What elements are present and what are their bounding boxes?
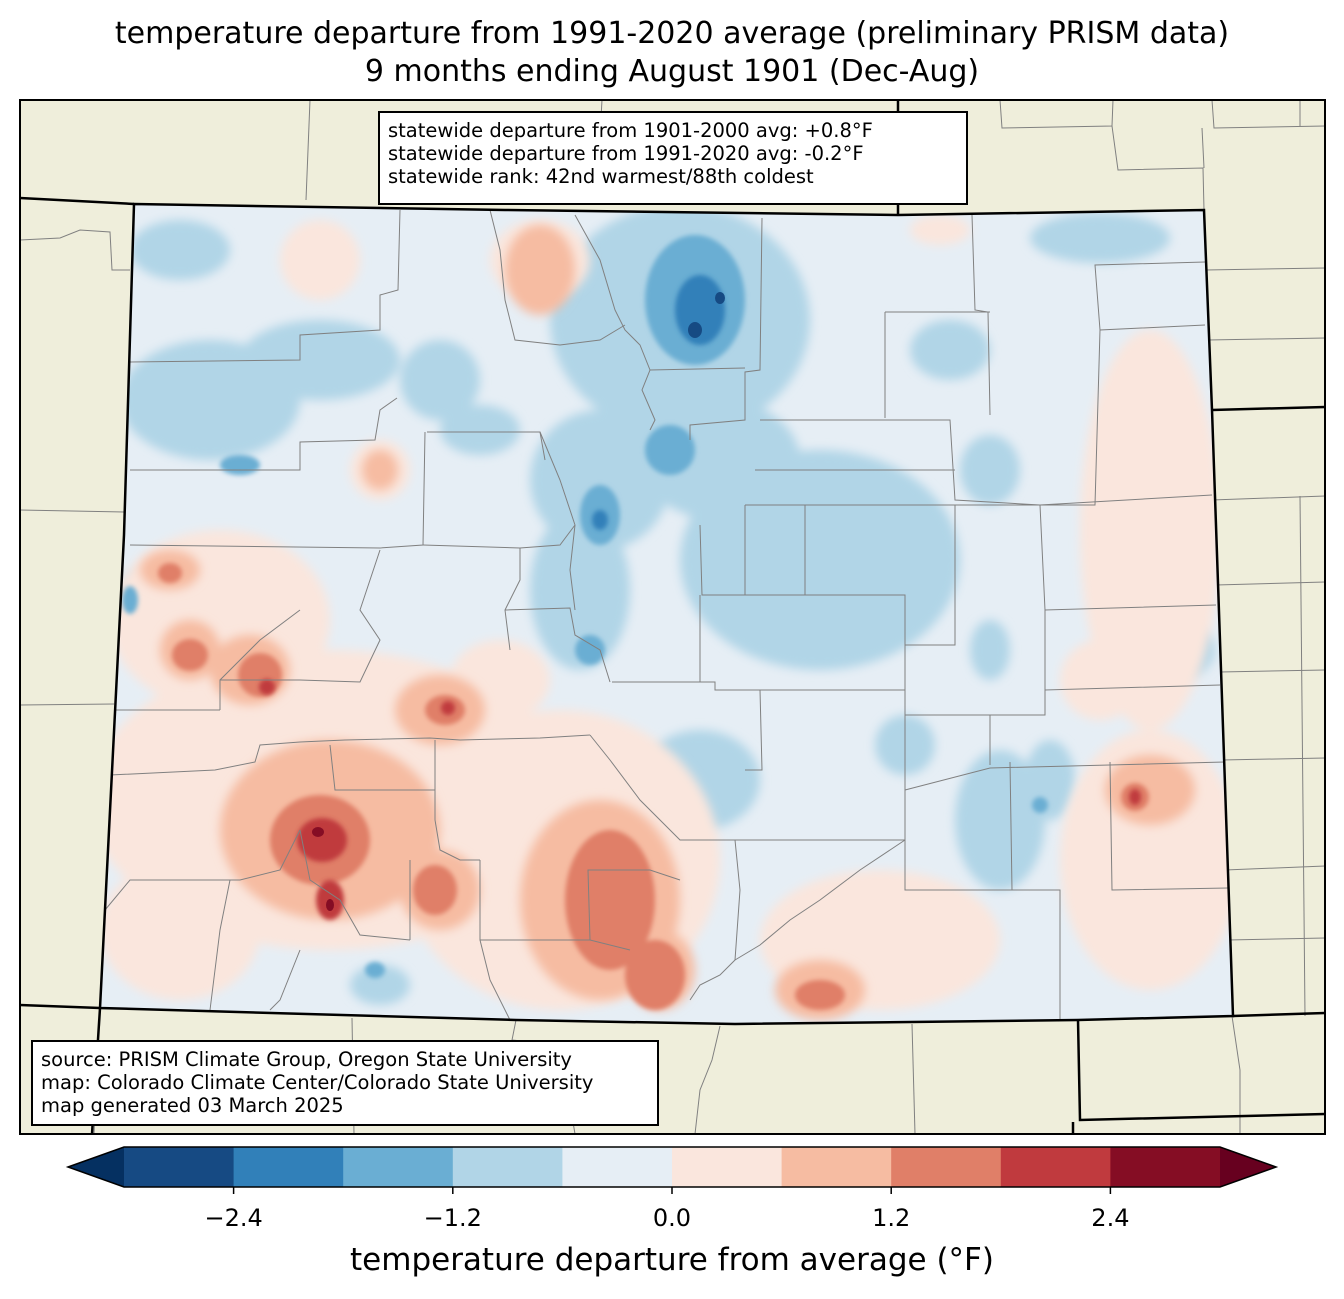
map-title-line-1: temperature departure from 1991-2020 ave… [114,16,1230,51]
colorbar-tick-label: 2.4 [1091,1204,1130,1232]
stats-departure-1991-2020: statewide departure from 1991-2020 avg: … [388,142,864,165]
colorbar-segment [343,1147,454,1187]
source-data-credit: source: PRISM Climate Group, Oregon Stat… [41,1048,572,1071]
source-credits-box: source: PRISM Climate Group, Oregon Stat… [31,1040,659,1126]
map-title-line-2: 9 months ending August 1901 (Dec-Aug) [364,54,980,89]
statewide-stats-box: statewide departure from 1901-2000 avg: … [378,111,968,205]
stats-departure-20th-century: statewide departure from 1901-2000 avg: … [388,119,873,142]
colorbar-segment [452,1147,563,1187]
colorbar [65,1146,1279,1194]
colorbar-tick-label: −1.2 [423,1204,482,1232]
colorbar-tick-label: 1.2 [872,1204,911,1232]
temperature-departure-field [100,204,1233,1024]
colorbar-segment [124,1147,235,1187]
colorbar-underflow-arrow [68,1147,124,1187]
colorbar-tick-label: 0.0 [652,1204,692,1232]
colorbar-segment [781,1147,892,1187]
colorbar-segment [233,1147,344,1187]
colorbar-segment [672,1147,783,1187]
colorbar-tick-label: −2.4 [204,1204,263,1232]
colorbar-segment [891,1147,1002,1187]
source-map-credit: map: Colorado Climate Center/Colorado St… [41,1071,594,1094]
colorbar-overflow-arrow [1220,1147,1276,1187]
map-border [19,99,1326,1135]
stats-rank: statewide rank: 42nd warmest/88th coldes… [388,165,814,188]
colorbar-segments [124,1147,1221,1187]
colorbar-outline [65,1146,1279,1188]
colorbar-label: temperature departure from average (°F) [350,1242,994,1278]
colorbar-segment [562,1147,673,1187]
map-frame [19,99,1326,1135]
colorbar-segment [1000,1147,1111,1187]
colorbar-segment [1110,1147,1221,1187]
source-generated-date: map generated 03 March 2025 [41,1094,344,1117]
colorado-state-border [98,202,1235,1026]
colorado-county-lines [104,209,1229,1021]
colorbar-tick-marks [232,1187,1112,1194]
